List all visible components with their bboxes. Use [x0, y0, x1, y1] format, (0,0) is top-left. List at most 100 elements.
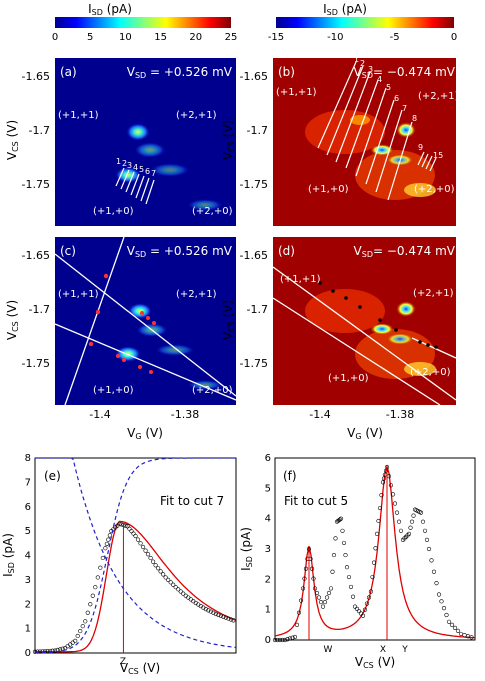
panel-d-vsd: VSD= −0.474 mV [354, 244, 456, 259]
cut-label: 7 [402, 104, 407, 113]
y-tick-label: 5 [265, 483, 271, 494]
colorbar-tick: 0 [52, 32, 58, 43]
data-point [166, 577, 171, 582]
cut-label: 6 [145, 167, 150, 176]
data-point [35, 649, 40, 654]
data-point [32, 649, 38, 654]
panel-e-ylabel: ISD (pA) [1, 533, 16, 577]
y-tick-label: 1 [265, 605, 271, 616]
data-point [133, 533, 138, 539]
colorbar-right: ISD (pA) -15 -10 -5 0 [268, 2, 457, 43]
data-point [100, 555, 105, 561]
data-point [143, 548, 148, 553]
component-curve [35, 457, 237, 649]
svg-text:-1.65: -1.65 [22, 249, 50, 262]
data-point [275, 637, 280, 643]
y-tick-label: 8 [25, 453, 31, 464]
data-point [93, 585, 98, 590]
data-point [104, 541, 109, 547]
colorbar-tick: 10 [119, 32, 132, 43]
panel-f-ylabel: ISD (pA) [239, 527, 254, 571]
data-point [444, 612, 449, 618]
colorbar-tick: 15 [154, 32, 167, 43]
data-point [178, 589, 183, 594]
data-point [380, 480, 386, 485]
colorbar-tick: -10 [327, 32, 343, 43]
data-point [292, 634, 298, 640]
svg-text:-1.7: -1.7 [29, 303, 50, 316]
vcs-label-d: VCS (V) [221, 300, 236, 340]
data-point [452, 625, 458, 630]
svg-text:-1.65: -1.65 [22, 70, 50, 83]
data-point [302, 576, 307, 581]
data-point [446, 619, 452, 624]
data-point [338, 516, 344, 521]
panel-d: (d) VSD= −0.474 mV (+1,+1) (+2,+1) (+1,+… [272, 237, 457, 406]
data-point [287, 636, 293, 641]
data-point [449, 622, 455, 627]
data-point [436, 592, 442, 597]
data-point [73, 638, 78, 643]
data-point [392, 501, 398, 506]
data-point [439, 599, 444, 604]
cut-label: 4 [133, 163, 138, 172]
panel-e-letter: (e) [44, 469, 61, 483]
data-point [424, 537, 430, 543]
cut-label: 2 [360, 59, 365, 68]
svg-text:-1.75: -1.75 [22, 178, 50, 191]
data-point [135, 537, 141, 542]
data-point [171, 582, 176, 587]
data-point [360, 613, 366, 618]
data-point [173, 585, 178, 590]
panel-c-charge-10: (+1,+0) [93, 385, 134, 396]
panel-d-charge-11: (+1,+1) [280, 274, 321, 285]
data-point [181, 591, 186, 596]
data-point [346, 574, 352, 580]
data-point [309, 566, 315, 571]
cut-label: 6 [394, 94, 399, 103]
y-tick-label: 2 [25, 599, 31, 610]
data-point [203, 607, 208, 612]
data-point [324, 595, 330, 600]
data-point [45, 649, 50, 654]
data-point [88, 602, 93, 607]
data-point [75, 633, 80, 639]
data-point [426, 546, 432, 552]
vcs-label-a: VCS (V) [5, 120, 20, 160]
panel-f-marker-y: Y [401, 645, 408, 655]
data-point [348, 584, 354, 590]
data-point [231, 618, 236, 623]
data-point [374, 531, 380, 536]
y-tick-label: 6 [265, 453, 271, 464]
panel-a-letter: (a) [60, 65, 77, 79]
colorbar-tick: 0 [451, 32, 457, 43]
data-point [330, 569, 335, 574]
svg-text:-1.4: -1.4 [309, 408, 330, 421]
data-point [420, 519, 426, 524]
data-point [145, 552, 151, 557]
data-point [368, 589, 374, 594]
data-point [340, 528, 345, 533]
panel-d-letter: (d) [278, 244, 295, 258]
data-point [282, 637, 288, 643]
data-point [221, 614, 226, 619]
data-point [296, 610, 302, 615]
data-point [408, 525, 413, 530]
y-tick-label: 4 [25, 551, 31, 562]
data-point [226, 616, 231, 621]
data-point [441, 606, 447, 611]
data-point [138, 541, 143, 546]
panel-b-charge-10: (+1,+0) [308, 184, 349, 195]
data-point [158, 569, 163, 574]
y-tick-label: 3 [25, 575, 31, 586]
panel-f-marker-x: X [380, 645, 386, 655]
data-point [318, 599, 324, 605]
data-point [285, 637, 290, 642]
panel-c: (c) VSD = +0.526 mV (+1,+1) (+2,+1) (+1,… [54, 236, 237, 406]
data-point [206, 608, 211, 613]
panel-f-marker-w: W [324, 645, 333, 655]
data-point [83, 619, 88, 624]
svg-text:-1.75: -1.75 [240, 178, 268, 191]
cut-label: 2 [122, 159, 127, 168]
data-point [370, 574, 375, 580]
